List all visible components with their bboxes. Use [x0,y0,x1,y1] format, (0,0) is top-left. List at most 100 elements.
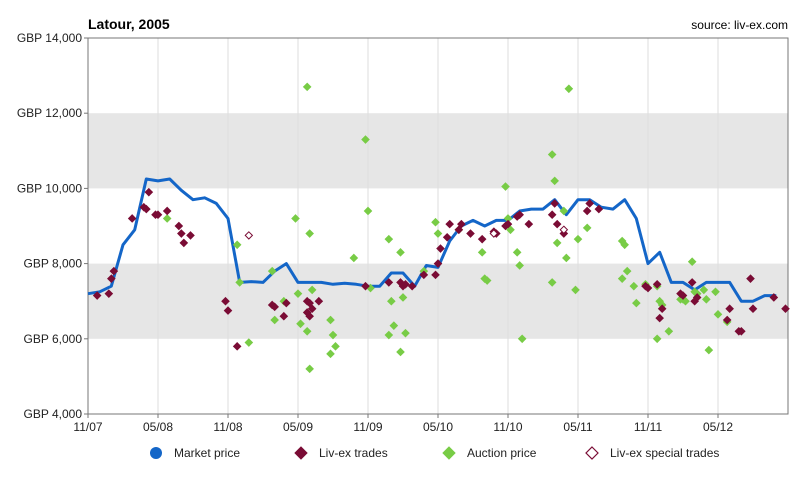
liv-ex-trade-point [769,293,779,302]
auction-price-point [361,135,370,144]
legend-label: Auction price [467,446,537,460]
liv-ex-trade-point [186,231,195,240]
chart-title: Latour, 2005 [88,16,170,32]
auction-price-point [396,248,405,257]
auction-price-point [550,176,559,186]
scatter-points [92,82,790,374]
auction-price-point [652,334,662,344]
x-tick-label: 05/08 [143,420,173,434]
auction-price-point [562,253,571,263]
liv-ex-trade-point [104,289,114,298]
auction-price-point [384,234,394,244]
auction-price-point [547,278,557,287]
auction-price-point [515,261,524,270]
auction-price-point [506,225,515,235]
auction-price-point [582,223,592,233]
auction-price-point [629,281,639,291]
auction-price-point [291,214,300,223]
legend-trades-marker [294,446,308,460]
special-trade-point [244,231,254,240]
x-tick-label: 11/11 [634,420,663,434]
liv-ex-trade-point [643,283,653,293]
liv-ex-trade-point [582,206,592,216]
liv-ex-trade-point [477,234,487,244]
x-axis-labels: 11/07 05/08 11/08 05/09 11/09 05/10 11/10 05/11… [73,414,733,434]
auction-price-point [162,214,172,223]
x-tick-label: 11/08 [213,420,242,434]
auction-price-point [302,82,312,92]
liv-ex-trade-point [515,210,524,220]
liv-ex-trade-point [594,204,604,214]
liv-ex-trade-point [142,204,151,214]
liv-ex-trade-point [547,210,557,220]
auction-price-point [559,206,569,216]
chart-gridlines [157,38,719,414]
auction-price-point [664,326,674,336]
x-tick-label: 11/10 [493,420,522,434]
liv-ex-trade-point [384,278,394,287]
auction-price-point [622,266,632,276]
liv-ex-trade-point [279,311,289,321]
auction-price-point [632,298,641,308]
x-tick-label: 11/07 [73,420,102,434]
liv-ex-trade-point [737,326,746,336]
legend-label: Liv-ex trades [319,446,388,460]
x-tick-label: 05/12 [703,420,733,434]
x-tick-label: 11/09 [353,420,382,434]
y-tick-label: GBP 12,000 [17,106,82,120]
auction-price-point [702,295,711,304]
y-tick-label: GBP 14,000 [17,31,82,45]
auction-price-point [401,328,410,338]
liv-ex-trade-point [307,304,317,314]
liv-ex-trade-point [407,281,417,291]
liv-ex-trade-point [445,219,454,229]
x-tick-label: 05/09 [283,420,313,434]
market-price-line [87,177,777,303]
liv-ex-trade-point [457,219,466,229]
liv-ex-trade-point [232,342,242,351]
liv-ex-trade-point [314,296,324,306]
liv-ex-trade-point [550,199,559,208]
liv-ex-trade-point [503,219,513,229]
liv-ex-trade-point [442,232,452,242]
liv-ex-trade-point [722,315,732,325]
liv-ex-trade-point [223,306,233,315]
liv-ex-trade-point [144,187,154,197]
liv-ex-trade-point [678,291,688,300]
auction-price-point [681,296,690,306]
auction-price-point [699,285,709,295]
liv-ex-trade-point [687,278,697,287]
auction-price-point [617,274,627,283]
auction-price-point [571,285,580,295]
legend-label: Market price [174,446,240,460]
liv-ex-trade-point [436,244,445,253]
liv-ex-trade-point [401,279,410,289]
auction-price-point [302,326,312,336]
special-trade-point [489,229,499,238]
liv-ex-trade-point [657,304,667,314]
liv-ex-trade-point [431,270,440,280]
liv-ex-trade-point [524,219,534,229]
auction-price-point [687,257,697,267]
market-price-series [87,177,777,303]
legend-label: Liv-ex special trades [610,446,719,460]
auction-price-point [307,285,317,295]
auction-price-point [398,293,408,302]
liv-ex-trade-point [748,304,758,314]
liv-ex-trade-point [305,298,314,308]
auction-price-point [305,229,314,238]
auction-price-point [501,182,510,191]
auction-price-point [326,349,335,359]
y-tick-label: GBP 10,000 [17,181,82,195]
auction-price-point [293,289,303,298]
auction-price-point [331,342,340,351]
auction-price-point [564,84,574,94]
liv-ex-trade-point [282,298,291,308]
liv-ex-trade-point [162,206,172,216]
auction-price-point [270,315,279,325]
auction-price-point [512,248,522,257]
chart-legend: Market price Liv-ex trades Auction price Li… [150,446,719,460]
auction-price-point [396,347,405,357]
